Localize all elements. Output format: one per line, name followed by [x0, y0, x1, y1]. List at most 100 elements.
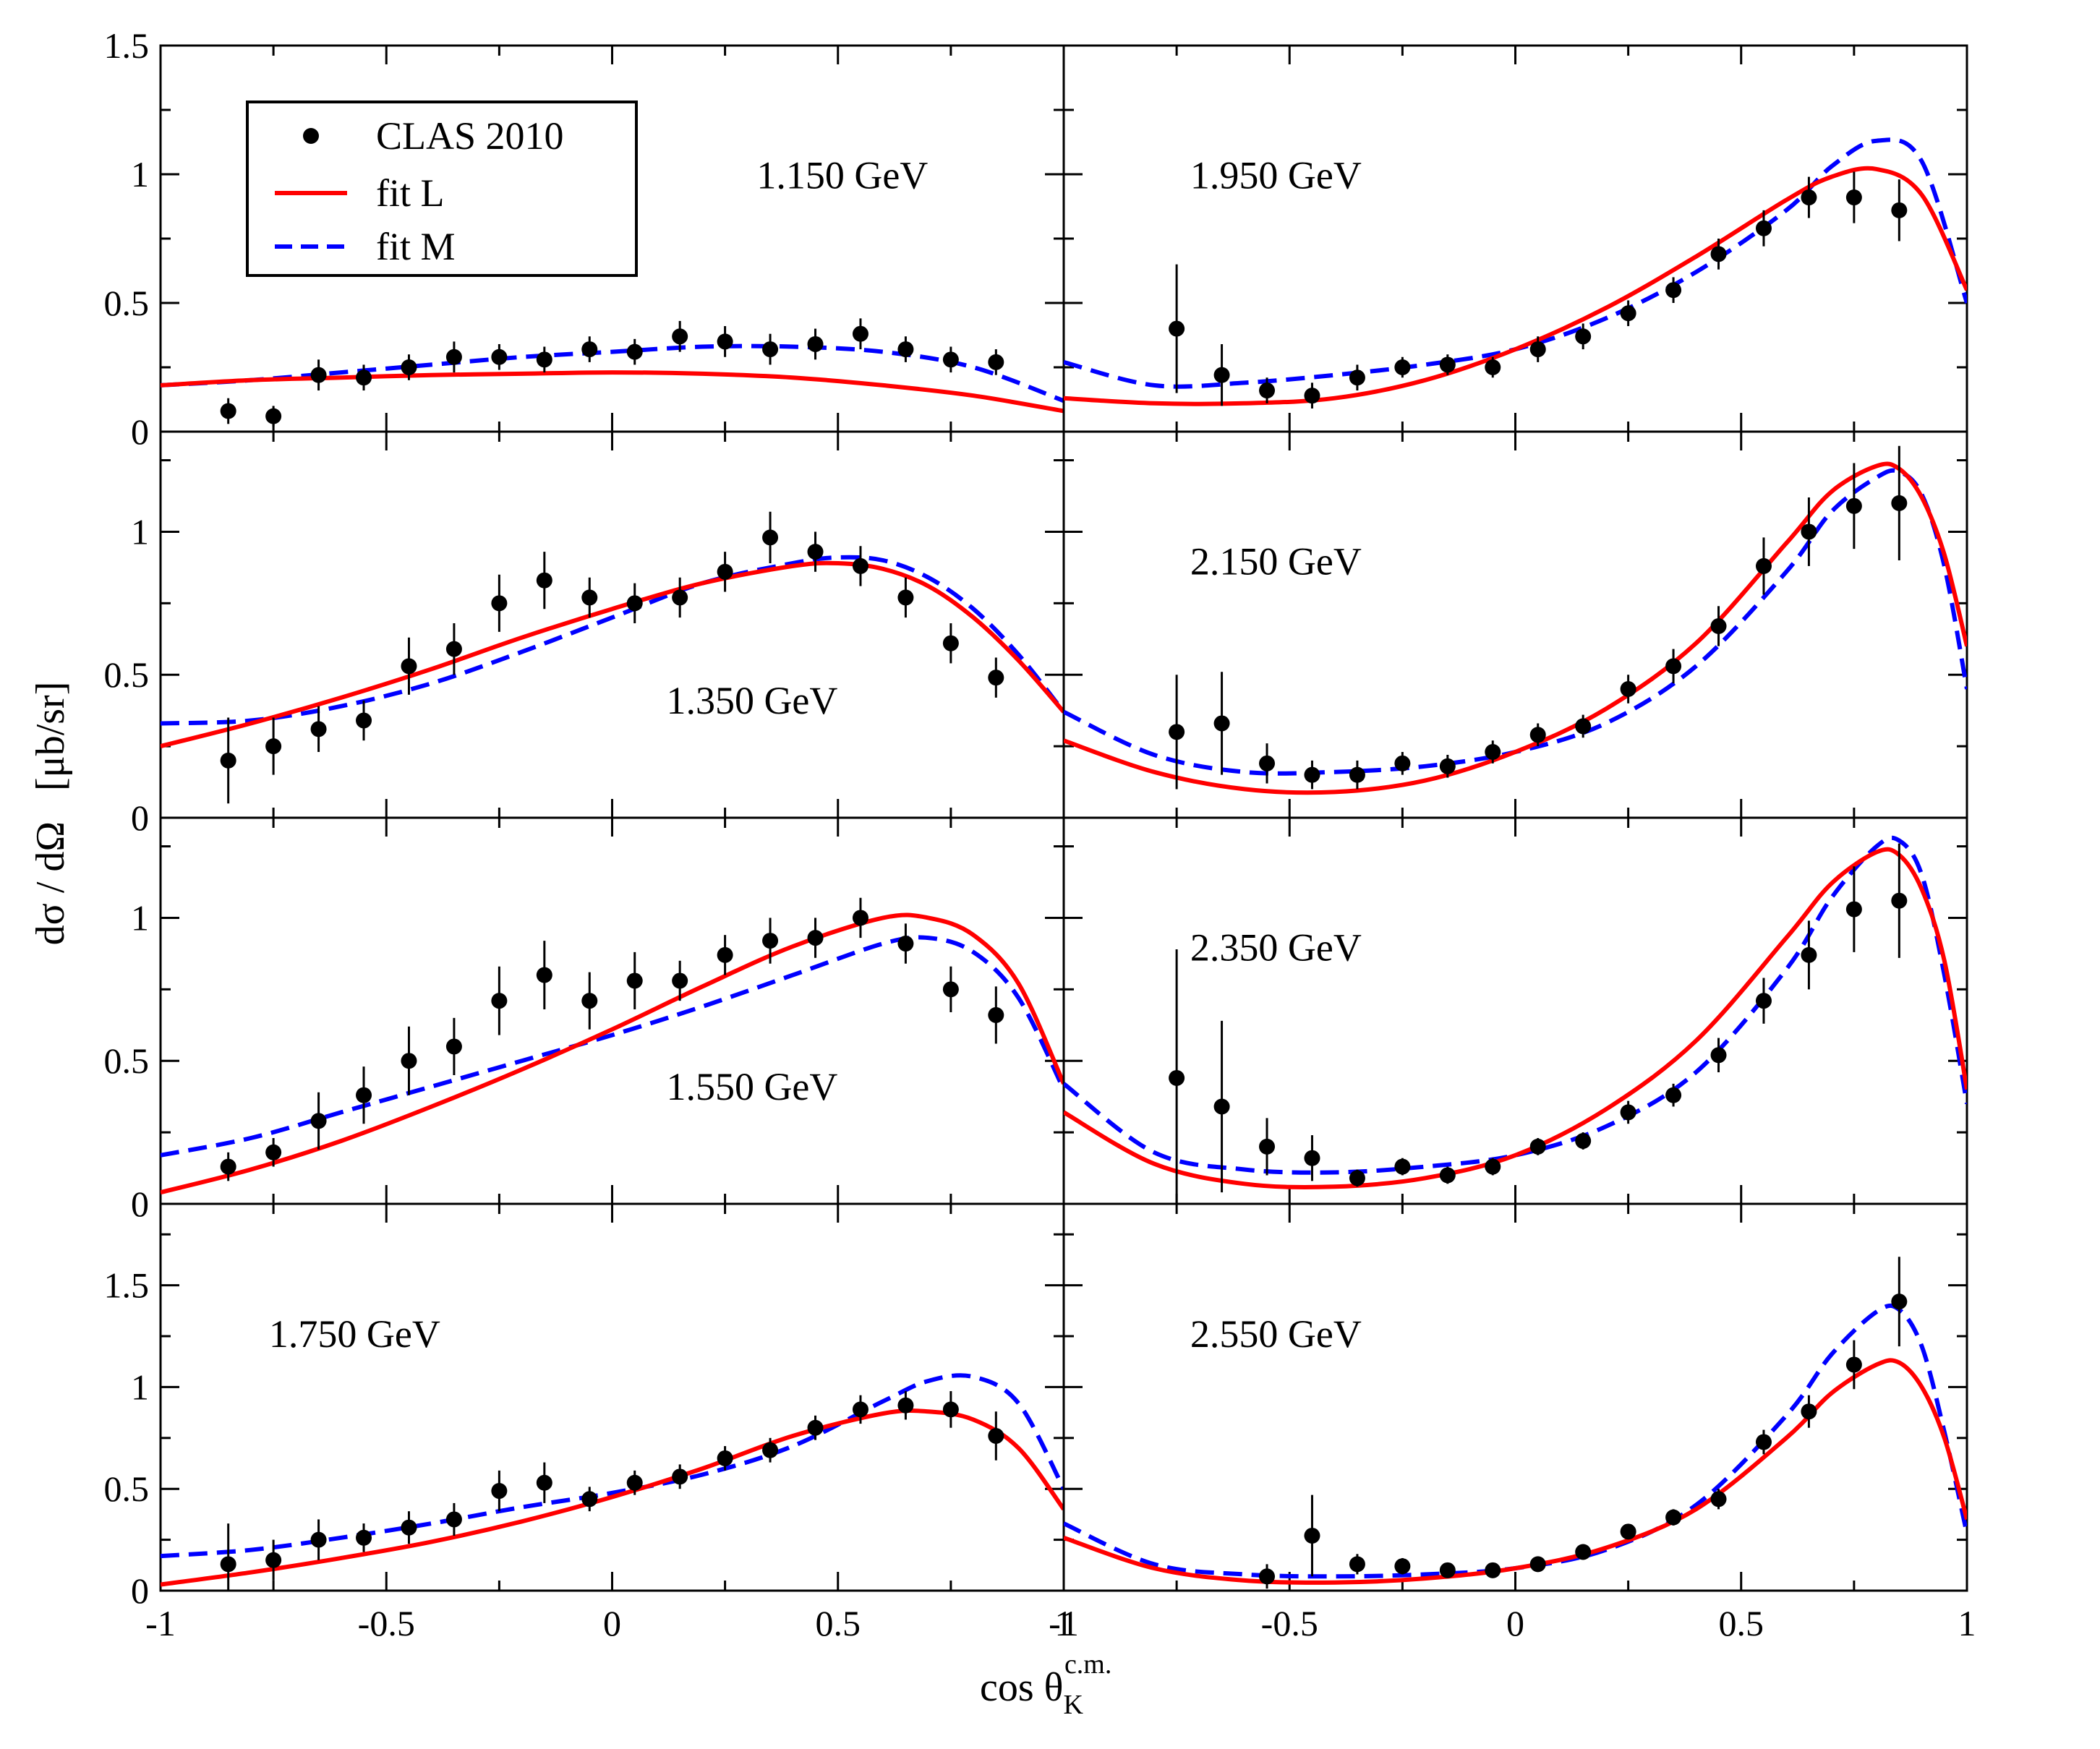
- x-tick-label: 0: [603, 1603, 621, 1643]
- data-point: [1529, 1556, 1546, 1573]
- y-tick-label: 0.5: [104, 1468, 150, 1509]
- data-point: [1439, 1167, 1456, 1184]
- data-point: [942, 635, 959, 651]
- data-point: [220, 752, 236, 769]
- data-point: [310, 367, 327, 383]
- data-point: [445, 641, 462, 657]
- data-point: [310, 721, 327, 737]
- data-point: [1755, 220, 1772, 236]
- data-point: [1439, 1562, 1456, 1578]
- data-point: [672, 1468, 688, 1485]
- data-point: [536, 351, 552, 368]
- legend: CLAS 2010 fit L fit M: [246, 101, 638, 277]
- data-point: [445, 1511, 462, 1528]
- panels: 0 0.5 1 1.5 1.150 GeV 0 0.5 1 1.350 GeV 0 0.5 1 1.55…: [104, 25, 1976, 1643]
- y-tick-label: 1: [131, 511, 149, 552]
- data-point: [1213, 1098, 1230, 1115]
- y-tick-label: 0.5: [104, 1040, 150, 1081]
- data-point: [807, 544, 824, 560]
- data-point: [401, 1053, 417, 1069]
- data-point: [1349, 1556, 1365, 1573]
- data-point: [1891, 892, 1908, 909]
- x-tick-label: 1: [1958, 1603, 1976, 1643]
- data-point: [220, 1556, 236, 1573]
- data-point: [1304, 766, 1320, 783]
- panel-frame: [159, 430, 1065, 819]
- energy-label: 2.350 GeV: [1190, 926, 1362, 970]
- data-point: [1259, 755, 1276, 771]
- energy-label: 1.950 GeV: [1190, 154, 1362, 197]
- data-point: [942, 1401, 959, 1418]
- data-point: [1801, 189, 1817, 206]
- data-point: [897, 341, 914, 358]
- series-line-fit-l: [1064, 847, 1967, 1190]
- data-point: [1620, 681, 1636, 697]
- panel-8: -1 -0.5 0 0.5 1 2.550 GeV: [1049, 1202, 1976, 1643]
- data-point: [1529, 727, 1546, 743]
- data-point: [1394, 755, 1411, 771]
- panel-plot-area: [161, 897, 1064, 1195]
- data-point: [356, 1087, 372, 1103]
- data-point: [762, 933, 779, 949]
- series-line-fit-m: [1064, 468, 1967, 776]
- data-point: [1349, 766, 1365, 783]
- data-point: [1169, 320, 1185, 337]
- panel-plot-area: [1064, 1257, 1967, 1589]
- data-point: [356, 712, 372, 729]
- legend-label-fit-m: fit M: [376, 225, 456, 268]
- data-point: [1304, 1150, 1320, 1166]
- y-tick-label: 0.5: [104, 283, 150, 323]
- x-tick-label: -0.5: [1261, 1603, 1318, 1643]
- data-point: [1575, 1132, 1592, 1149]
- data-point: [1259, 1568, 1276, 1585]
- data-point: [536, 967, 552, 983]
- data-point: [1439, 758, 1456, 774]
- data-point: [988, 354, 1004, 370]
- data-point: [1259, 1138, 1276, 1155]
- data-point: [717, 333, 733, 350]
- data-point: [897, 1397, 914, 1414]
- x-tick-label: -1: [1049, 1603, 1079, 1643]
- data-point: [1349, 369, 1365, 386]
- panel-plot-area: [161, 511, 1064, 804]
- panel-plot-area: [1064, 137, 1967, 409]
- y-tick-label: 0: [131, 1184, 149, 1224]
- data-point: [401, 658, 417, 675]
- data-point: [1439, 356, 1456, 373]
- data-point: [626, 972, 643, 989]
- data-point: [626, 1474, 643, 1491]
- data-point: [310, 1531, 327, 1548]
- data-point: [1845, 1356, 1862, 1373]
- legend-label-fit-l: fit L: [376, 171, 444, 215]
- panel-frame: [1062, 816, 1968, 1205]
- x-axis-title: cos θKc.m.: [980, 1649, 1111, 1720]
- panel-frame: [159, 816, 1065, 1205]
- data-point: [1891, 495, 1908, 511]
- data-point: [672, 328, 688, 345]
- data-point: [220, 403, 236, 419]
- series-line-fit-m: [161, 1373, 1064, 1559]
- data-point: [1213, 367, 1230, 383]
- data-point: [401, 359, 417, 375]
- data-point: [626, 595, 643, 612]
- data-point: [1394, 1158, 1411, 1175]
- series-line-fit-l: [161, 370, 1064, 414]
- series-line-fit-l: [1064, 1358, 1967, 1585]
- data-point: [672, 972, 688, 989]
- y-tick-label: 0: [131, 1570, 149, 1611]
- data-point: [265, 738, 282, 755]
- panel-frame: [1062, 1202, 1968, 1592]
- energy-label: 1.750 GeV: [269, 1312, 440, 1356]
- y-tick-label: 1.5: [104, 25, 150, 66]
- series-line-fit-l: [161, 912, 1064, 1195]
- data-point: [1665, 658, 1682, 675]
- panel-frame: [1062, 44, 1968, 433]
- data-point: [1304, 1527, 1320, 1544]
- data-point: [1213, 715, 1230, 732]
- y-axis-label: dσ / dΩ [μb/sr]: [28, 682, 73, 946]
- energy-label: 1.350 GeV: [666, 679, 837, 722]
- data-point: [581, 341, 598, 358]
- data-point: [1801, 946, 1817, 963]
- data-point: [1665, 282, 1682, 299]
